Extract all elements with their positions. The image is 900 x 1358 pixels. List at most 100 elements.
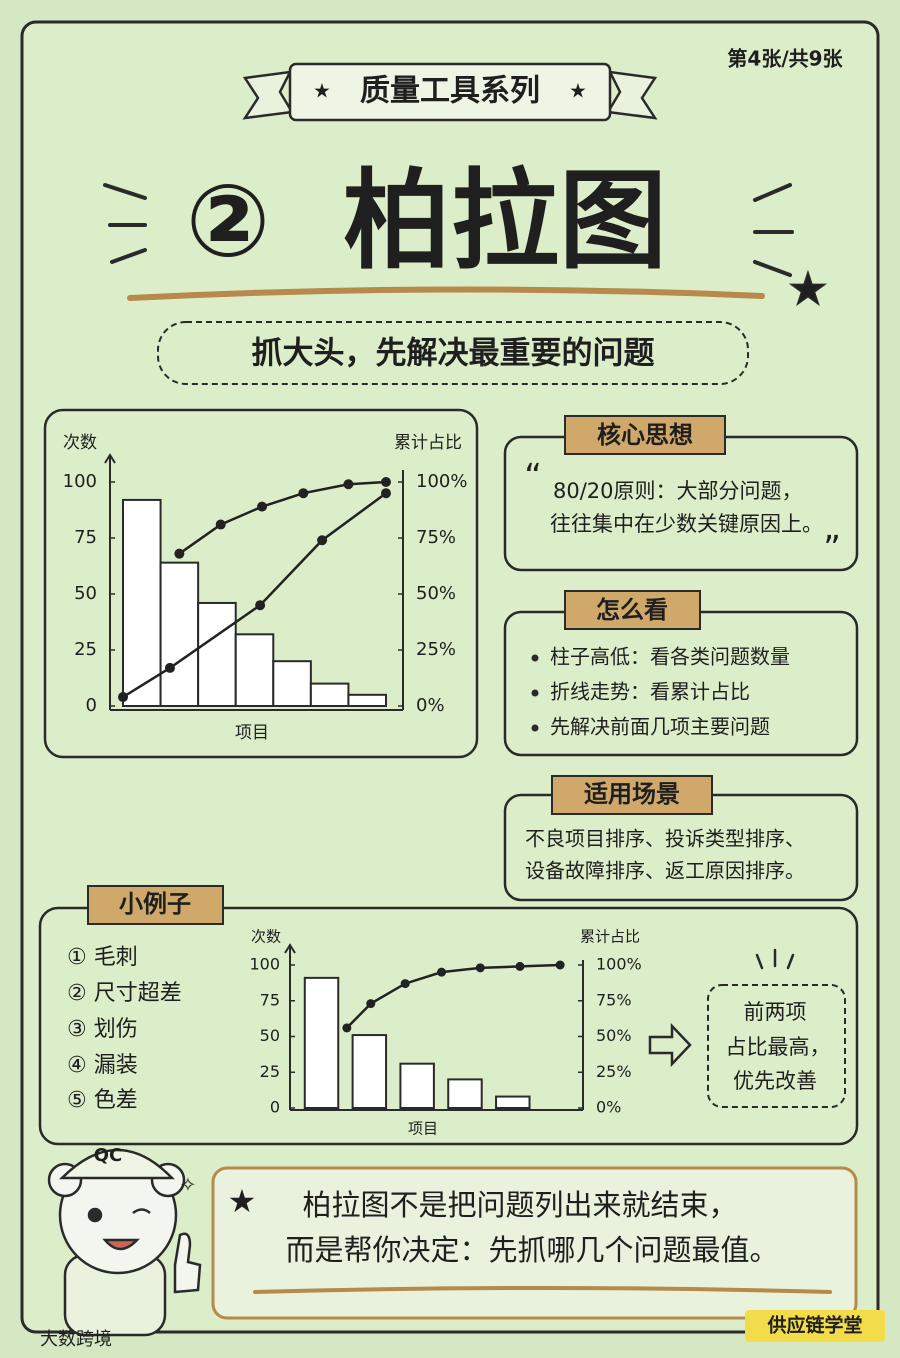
y2-tick-label: 50% bbox=[596, 1026, 632, 1045]
line-point bbox=[215, 519, 226, 530]
bar bbox=[234, 633, 275, 708]
bar bbox=[122, 498, 162, 708]
bar bbox=[197, 601, 237, 708]
line-point bbox=[255, 600, 266, 611]
y2-tick-label: 25% bbox=[416, 639, 456, 660]
title: 柏拉图 bbox=[343, 159, 667, 284]
bar bbox=[351, 1034, 388, 1109]
example-item: ③ 划伤 bbox=[67, 1017, 138, 1042]
bar bbox=[495, 1095, 531, 1110]
y-tick-label: 100 bbox=[63, 471, 97, 492]
bar bbox=[159, 561, 200, 708]
page-badge: 第4张/共9张 bbox=[727, 47, 843, 71]
line-point bbox=[343, 479, 354, 490]
bar bbox=[399, 1062, 435, 1110]
x-axis-label: 项目 bbox=[408, 1120, 438, 1138]
y2-tick-label: 0% bbox=[416, 695, 445, 716]
y-tick-label: 75 bbox=[260, 990, 280, 1009]
sparks bbox=[103, 183, 794, 277]
watermark: 大数跨境 bbox=[40, 1329, 112, 1350]
example-item: ① 毛刺 bbox=[67, 945, 138, 970]
line-point bbox=[475, 963, 485, 973]
heading: 怎么看 bbox=[596, 596, 668, 624]
example-item: ④ 漏装 bbox=[67, 1053, 138, 1078]
callout-text: 前两项 bbox=[744, 1000, 807, 1024]
y-tick-label: 50 bbox=[74, 583, 97, 604]
axis-arrow bbox=[104, 453, 116, 464]
line-point bbox=[381, 488, 391, 499]
y-tick-label: 0 bbox=[86, 695, 97, 716]
y-tick-label: 50 bbox=[260, 1026, 280, 1045]
sparks bbox=[755, 948, 795, 970]
x-axis-label: 项目 bbox=[235, 723, 269, 743]
core-text: 往往集中在少数关键原因上。 bbox=[550, 512, 823, 536]
line-point bbox=[366, 999, 376, 1009]
use-case-text: 设备故障排序、返工原因排序。 bbox=[525, 859, 805, 883]
bullet bbox=[531, 724, 539, 732]
example-item: ② 尺寸超差 bbox=[67, 981, 182, 1006]
y-axis-label: 次数 bbox=[63, 433, 97, 453]
bullet-text: 先解决前面几项主要问题 bbox=[550, 715, 770, 739]
y2-tick-label: 75% bbox=[596, 990, 632, 1009]
axis-arrow bbox=[284, 943, 296, 954]
star: ★ bbox=[788, 264, 827, 315]
y2-tick-label: 100% bbox=[416, 471, 467, 492]
y2-tick-label: 100% bbox=[596, 955, 642, 974]
star: ★ bbox=[569, 79, 587, 103]
line-point bbox=[164, 662, 175, 673]
line-point bbox=[317, 535, 328, 546]
line-point bbox=[400, 979, 410, 989]
example-box bbox=[38, 906, 859, 1146]
line-point bbox=[342, 1023, 352, 1033]
sparkle: ✧ bbox=[180, 1173, 197, 1197]
quote-mark: ” bbox=[823, 529, 841, 569]
mascot-badge: QC bbox=[94, 1145, 123, 1166]
y-axis-label: 次数 bbox=[251, 928, 281, 946]
conclusion-text: 柏拉图不是把问题列出来就结束， bbox=[302, 1188, 737, 1222]
line-point bbox=[174, 548, 185, 559]
y-tick-label: 25 bbox=[260, 1062, 280, 1081]
bar bbox=[303, 976, 340, 1109]
footer-badge-bg bbox=[745, 1310, 885, 1342]
callout-text: 优先改善 bbox=[733, 1069, 817, 1093]
line-point bbox=[555, 960, 565, 970]
line-point bbox=[257, 501, 268, 512]
heading-tab bbox=[564, 590, 701, 630]
bullet bbox=[531, 689, 539, 697]
line-point bbox=[118, 692, 128, 703]
conclusion-text: 而是帮你决定：先抓哪几个问题最值。 bbox=[285, 1233, 778, 1267]
bullet-text: 折线走势：看累计占比 bbox=[550, 680, 750, 704]
star: ★ bbox=[313, 79, 331, 103]
line-point bbox=[381, 477, 391, 487]
use-case-text: 不良项目排序、投诉类型排序、 bbox=[525, 827, 805, 851]
heading-tab bbox=[87, 885, 224, 925]
subtitle: 抓大头，先解决最重要的问题 bbox=[252, 336, 655, 372]
heading: 小例子 bbox=[119, 890, 191, 918]
line-point bbox=[298, 488, 309, 499]
callout-box bbox=[707, 984, 846, 1108]
star: ★ bbox=[228, 1182, 257, 1220]
bar bbox=[309, 682, 350, 707]
bar bbox=[447, 1078, 483, 1110]
banner bbox=[288, 62, 612, 122]
y2-axis-label: 累计占比 bbox=[394, 433, 462, 453]
cumulative-line bbox=[178, 480, 387, 555]
footer-badge: 供应链学堂 bbox=[766, 1314, 862, 1337]
y-tick-label: 0 bbox=[270, 1098, 280, 1117]
y2-tick-label: 75% bbox=[416, 527, 456, 548]
y-tick-label: 100 bbox=[249, 955, 280, 974]
series-banner: 质量工具系列 bbox=[360, 74, 540, 109]
y-tick-label: 25 bbox=[74, 639, 97, 660]
conclusion-underline bbox=[253, 1286, 832, 1294]
arrow bbox=[648, 1022, 692, 1068]
bar bbox=[347, 693, 387, 707]
heading-tab bbox=[551, 775, 713, 815]
y2-tick-label: 50% bbox=[416, 583, 456, 604]
core-text: 80/20原则：大部分问题， bbox=[553, 479, 803, 503]
quote-mark: “ bbox=[524, 457, 542, 497]
example-item: ⑤ 色差 bbox=[67, 1088, 138, 1113]
y2-tick-label: 0% bbox=[596, 1098, 621, 1117]
core-box bbox=[503, 435, 859, 572]
conclusion-box bbox=[211, 1166, 858, 1320]
